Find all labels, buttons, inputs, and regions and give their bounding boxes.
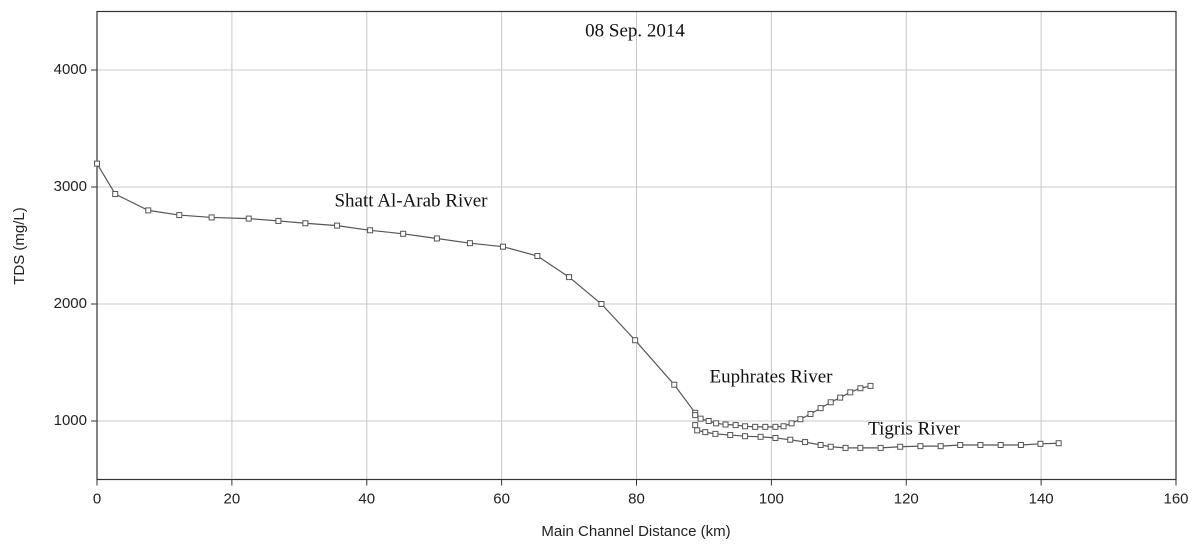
point-marker <box>847 389 854 396</box>
point-marker <box>692 422 699 429</box>
point-marker <box>94 160 100 167</box>
point-marker <box>772 434 779 441</box>
point-marker <box>772 423 779 430</box>
point-marker <box>112 191 119 198</box>
point-marker <box>1017 441 1024 448</box>
point-marker <box>827 399 834 406</box>
point-marker <box>671 381 678 388</box>
point-marker <box>433 235 440 242</box>
point-marker <box>466 240 473 247</box>
point-marker <box>757 433 764 440</box>
point-marker <box>176 212 183 219</box>
point-marker <box>817 441 824 448</box>
point-marker <box>145 207 152 214</box>
y-tick-label: 4000 <box>54 61 87 78</box>
point-marker <box>867 382 874 389</box>
point-marker <box>797 416 804 423</box>
point-marker <box>817 405 824 412</box>
point-marker <box>598 301 605 307</box>
point-marker <box>762 423 769 430</box>
x-tick-label: 60 <box>493 490 510 507</box>
point-marker <box>742 423 749 430</box>
point-marker <box>694 427 701 434</box>
point-marker <box>752 423 759 430</box>
point-marker <box>499 243 506 250</box>
point-marker <box>827 443 834 450</box>
series-label: Euphrates River <box>710 366 834 387</box>
point-marker <box>334 222 341 229</box>
point-marker <box>722 421 729 428</box>
point-marker <box>877 444 884 451</box>
point-marker <box>727 432 734 439</box>
point-marker <box>742 433 749 440</box>
point-marker <box>842 444 849 451</box>
point-marker <box>712 430 719 437</box>
x-tick-label: 80 <box>628 490 645 507</box>
point-marker <box>787 436 794 443</box>
marks <box>94 160 1062 451</box>
x-tick-label: 100 <box>759 490 784 507</box>
point-marker <box>705 418 712 424</box>
point-marker <box>807 410 814 417</box>
y-tick-label: 2000 <box>54 295 87 312</box>
point-marker <box>937 443 944 450</box>
y-axis-label: TDS (mg/L) <box>11 207 28 285</box>
point-marker <box>857 444 864 451</box>
point-marker <box>897 443 904 450</box>
point-marker <box>245 215 252 222</box>
point-marker <box>275 217 282 224</box>
series-label: Tigris River <box>868 418 960 439</box>
point-marker <box>367 227 374 234</box>
point-marker <box>697 415 704 422</box>
point-marker <box>692 412 699 419</box>
annotation: 08 Sep. 2014 <box>585 20 685 41</box>
point-marker <box>534 253 541 260</box>
x-tick-label: 0 <box>93 490 101 507</box>
point-marker <box>802 439 809 446</box>
point-marker <box>1055 440 1062 447</box>
y-tick-label: 3000 <box>54 178 87 195</box>
point-marker <box>788 420 795 427</box>
x-tick-label: 40 <box>358 490 375 507</box>
series-label: Shatt Al-Arab River <box>334 190 488 211</box>
point-marker <box>302 220 309 227</box>
y-tick-label: 1000 <box>54 412 87 429</box>
point-marker <box>837 394 844 401</box>
x-axis-label: Main Channel Distance (km) <box>541 523 730 540</box>
x-tick-label: 140 <box>1029 490 1054 507</box>
x-tick-label: 20 <box>224 490 241 507</box>
point-marker <box>702 429 709 436</box>
point-marker <box>997 441 1004 448</box>
point-marker <box>917 443 924 450</box>
point-marker <box>713 420 720 427</box>
point-marker <box>1037 440 1044 447</box>
point-marker <box>957 441 964 448</box>
point-marker <box>400 230 407 237</box>
point-marker <box>732 422 739 429</box>
point-marker <box>977 441 984 448</box>
point-marker <box>780 423 787 430</box>
series-line <box>96 163 696 414</box>
point-marker <box>208 214 215 221</box>
x-tick-label: 120 <box>894 490 919 507</box>
point-marker <box>857 385 864 392</box>
point-marker <box>566 274 573 281</box>
x-tick-label: 160 <box>1163 490 1188 507</box>
point-marker <box>632 337 639 344</box>
